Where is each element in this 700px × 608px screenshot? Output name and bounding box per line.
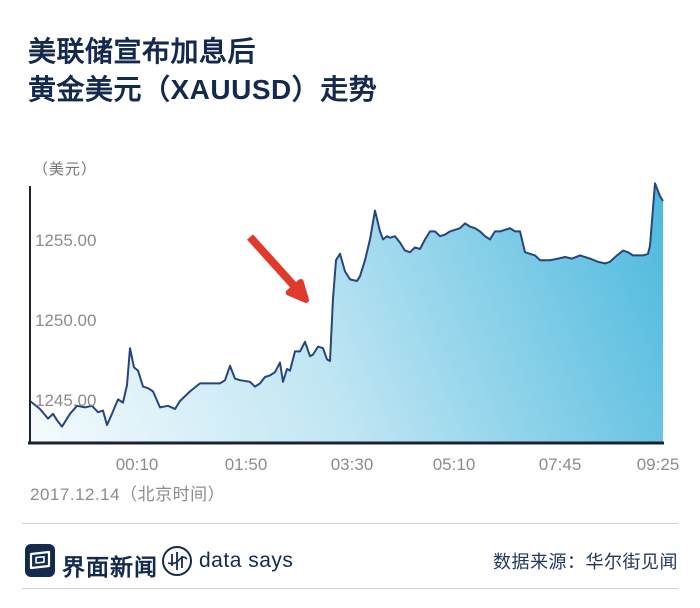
page-title: 美联储宣布加息后 黄金美元（XAUUSD）走势	[28, 33, 377, 109]
brand-name: 界面新闻	[62, 554, 158, 580]
y-tick-label: 1255.00	[35, 231, 97, 250]
x-axis-date-label: 2017.12.14（北京时间）	[30, 485, 226, 504]
y-tick-label: 1250.00	[35, 311, 97, 330]
area-fill	[30, 183, 663, 443]
title-line-1: 美联储宣布加息后	[28, 36, 257, 67]
title-line-2: 黄金美元（XAUUSD）走势	[28, 74, 378, 105]
jump-arrow-icon	[247, 234, 309, 303]
x-tick-label: 07:45	[538, 455, 582, 474]
footer-top-divider	[22, 523, 678, 524]
y-tick-label: 1245.00	[35, 391, 97, 410]
y-axis-unit-label: （美元）	[33, 161, 98, 178]
x-tick-label: 03:30	[330, 455, 374, 474]
data-source-label: 数据来源：华尔街见闻	[493, 552, 678, 572]
x-tick-label: 00:10	[115, 455, 159, 474]
data-says-icon	[162, 546, 192, 576]
footer-bottom-divider	[22, 588, 678, 589]
datasays-label: data says	[199, 549, 294, 572]
jiemian-logo-icon	[25, 544, 55, 577]
price-line	[29, 182, 664, 428]
x-tick-label: 09:25	[636, 455, 680, 474]
x-tick-label: 05:10	[432, 455, 476, 474]
x-tick-label: 01:50	[224, 455, 268, 474]
